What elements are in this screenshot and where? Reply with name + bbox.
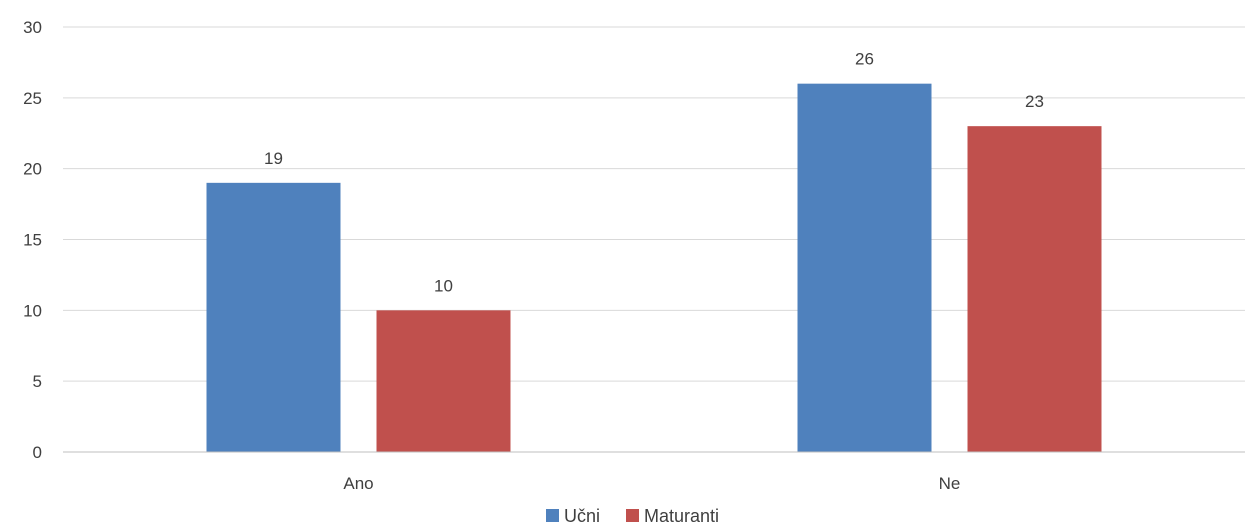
legend-swatch-series-1 — [546, 509, 559, 522]
x-category-label-ne: Ne — [939, 474, 961, 493]
y-tick-label-25: 25 — [23, 89, 42, 108]
y-tick-label-10: 10 — [23, 301, 42, 320]
data-label-ne-series-2: 23 — [1025, 92, 1044, 111]
y-tick-label-5: 5 — [33, 372, 42, 391]
legend-label-series-2: Maturanti — [644, 506, 719, 526]
y-tick-label-0: 0 — [33, 443, 42, 462]
legend-swatch-series-2 — [626, 509, 639, 522]
data-label-ne-series-1: 26 — [855, 50, 874, 69]
bar-ano-series-1 — [206, 182, 341, 453]
y-tick-label-30: 30 — [23, 18, 42, 37]
data-label-ano-series-2: 10 — [434, 276, 453, 295]
y-axis: 0 5 10 15 20 25 30 — [23, 18, 42, 462]
x-category-label-ano: Ano — [343, 474, 373, 493]
bars — [206, 83, 1102, 453]
y-tick-label-20: 20 — [23, 160, 42, 179]
legend: Učni Maturanti — [546, 506, 719, 526]
data-label-ano-series-1: 19 — [264, 149, 283, 168]
y-tick-label-15: 15 — [23, 231, 42, 250]
data-labels: 19 10 26 23 — [264, 50, 1044, 296]
x-axis: Ano Ne — [63, 451, 1245, 493]
bar-ano-series-2 — [376, 310, 511, 452]
legend-label-series-1: Učni — [564, 506, 600, 526]
bar-ne-series-2 — [967, 126, 1102, 453]
bar-ne-series-1 — [797, 83, 932, 453]
